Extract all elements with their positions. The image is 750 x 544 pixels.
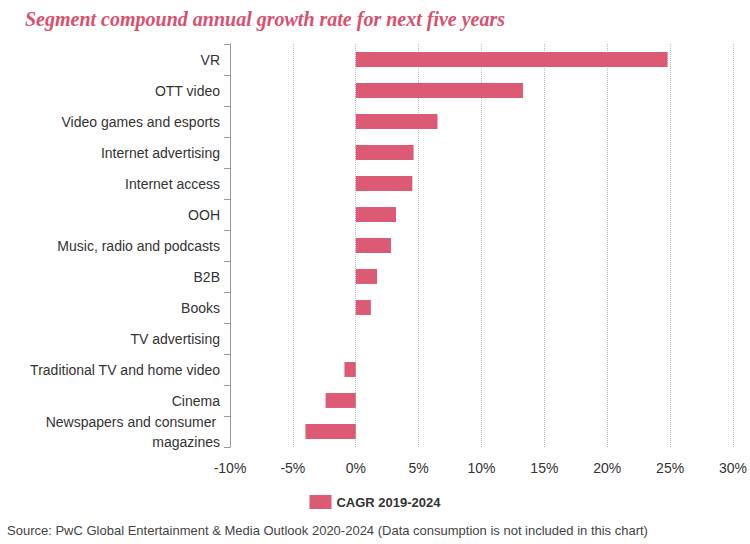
svg-text:Traditional TV and home video: Traditional TV and home video [30,362,220,378]
svg-text:-5%: -5% [280,460,305,476]
svg-text:-10%: -10% [214,460,247,476]
svg-text:OOH: OOH [188,207,220,223]
svg-text:Source: PwC Global Entertainme: Source: PwC Global Entertainment & Media… [7,523,648,538]
svg-text:Music, radio and podcasts: Music, radio and podcasts [57,238,220,254]
svg-text:Newspapers and consumer: Newspapers and consumer [46,414,220,430]
svg-text:30%: 30% [719,460,747,476]
svg-text:15%: 15% [530,460,558,476]
svg-text:B2B: B2B [194,269,220,285]
svg-text:Video games and esports: Video games and esports [61,114,220,130]
svg-text:Segment compound annual growth: Segment compound annual growth rate for … [25,8,505,31]
svg-text:CAGR 2019-2024: CAGR 2019-2024 [336,495,441,510]
svg-text:Books: Books [181,300,220,316]
svg-text:25%: 25% [656,460,684,476]
svg-text:Internet access: Internet access [125,176,220,192]
svg-text:OTT video: OTT video [155,83,220,99]
svg-text:20%: 20% [593,460,621,476]
svg-text:magazines: magazines [152,434,220,450]
svg-text:Cinema: Cinema [172,393,220,409]
svg-text:10%: 10% [467,460,495,476]
svg-text:VR: VR [201,52,220,68]
svg-text:5%: 5% [409,460,429,476]
svg-text:TV advertising: TV advertising [131,331,220,347]
svg-text:Internet advertising: Internet advertising [101,145,220,161]
svg-text:0%: 0% [346,460,366,476]
